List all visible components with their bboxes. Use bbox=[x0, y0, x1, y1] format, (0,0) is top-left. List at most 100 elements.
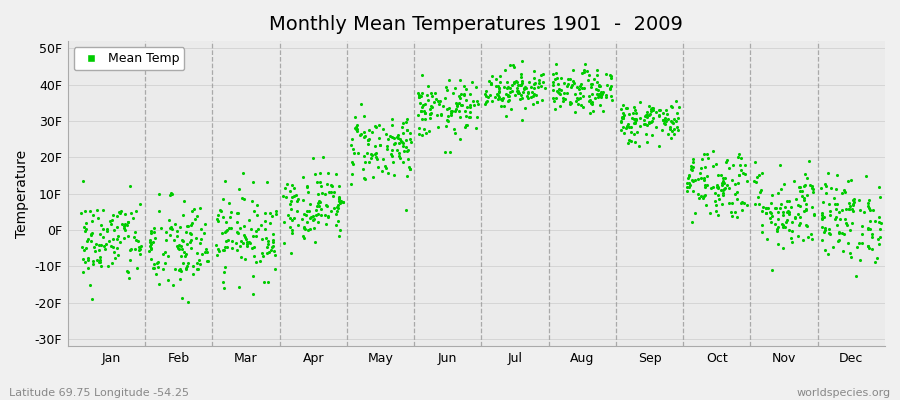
Point bbox=[501, 93, 516, 99]
Point bbox=[855, 239, 869, 246]
Point bbox=[730, 196, 744, 202]
Point bbox=[173, 224, 187, 230]
Point bbox=[573, 102, 588, 108]
Point bbox=[644, 106, 658, 112]
Point bbox=[633, 114, 647, 121]
Point bbox=[545, 94, 560, 101]
Point bbox=[256, 252, 270, 259]
Point bbox=[399, 144, 413, 150]
Point bbox=[771, 208, 786, 215]
Point bbox=[460, 104, 474, 110]
Point bbox=[122, 182, 137, 189]
Point bbox=[822, 201, 836, 208]
Point bbox=[150, 263, 165, 270]
Point bbox=[537, 85, 552, 91]
Point bbox=[170, 232, 184, 239]
Point bbox=[574, 81, 589, 87]
Point bbox=[94, 262, 108, 269]
Title: Monthly Mean Temperatures 1901  -  2009: Monthly Mean Temperatures 1901 - 2009 bbox=[269, 15, 683, 34]
Point bbox=[154, 225, 168, 231]
Point bbox=[656, 110, 670, 116]
Point bbox=[847, 196, 861, 202]
Point bbox=[843, 203, 858, 210]
Point bbox=[368, 123, 382, 129]
Point bbox=[297, 224, 311, 231]
Point bbox=[716, 186, 731, 192]
Point bbox=[506, 62, 520, 68]
Point bbox=[284, 217, 299, 224]
Point bbox=[415, 90, 429, 96]
Point bbox=[836, 248, 850, 254]
Point bbox=[294, 216, 309, 222]
Point bbox=[290, 198, 304, 204]
Point bbox=[453, 95, 467, 101]
Point bbox=[179, 266, 194, 272]
Point bbox=[108, 255, 122, 261]
Point bbox=[646, 104, 661, 111]
Point bbox=[121, 219, 135, 225]
Point bbox=[616, 115, 630, 121]
Point bbox=[851, 197, 866, 203]
Point bbox=[230, 229, 244, 235]
Point bbox=[515, 80, 529, 86]
Point bbox=[399, 137, 413, 144]
Point bbox=[318, 191, 332, 197]
Point bbox=[385, 134, 400, 140]
Point bbox=[418, 110, 433, 116]
Point bbox=[554, 75, 568, 81]
Point bbox=[284, 201, 298, 208]
Point bbox=[463, 91, 477, 97]
Point bbox=[845, 208, 859, 215]
Point bbox=[285, 227, 300, 234]
Point bbox=[463, 102, 477, 108]
Point bbox=[790, 233, 805, 240]
Point bbox=[682, 172, 697, 178]
Point bbox=[670, 124, 684, 130]
Point bbox=[237, 223, 251, 229]
Point bbox=[422, 115, 436, 121]
Point bbox=[553, 91, 567, 98]
Point bbox=[652, 142, 666, 149]
Point bbox=[403, 138, 418, 145]
Point bbox=[821, 170, 835, 177]
Point bbox=[838, 216, 852, 222]
Point bbox=[516, 89, 530, 96]
Point bbox=[252, 257, 266, 264]
Point bbox=[770, 226, 784, 232]
Point bbox=[400, 173, 415, 180]
Point bbox=[604, 93, 618, 99]
Point bbox=[179, 229, 194, 236]
Point bbox=[620, 122, 634, 129]
Point bbox=[364, 129, 379, 135]
Point bbox=[121, 233, 135, 239]
Point bbox=[872, 214, 886, 220]
Point bbox=[799, 206, 814, 212]
Point bbox=[364, 152, 379, 158]
Point bbox=[260, 244, 274, 251]
Point bbox=[190, 266, 204, 272]
Point bbox=[799, 222, 814, 228]
Point bbox=[300, 184, 314, 190]
Point bbox=[430, 124, 445, 130]
Point bbox=[700, 182, 715, 188]
Point bbox=[491, 83, 505, 90]
Point bbox=[685, 219, 699, 225]
Point bbox=[216, 214, 230, 220]
Point bbox=[796, 183, 811, 189]
Point bbox=[765, 267, 779, 273]
Point bbox=[847, 199, 861, 205]
Point bbox=[508, 78, 523, 84]
Point bbox=[151, 208, 166, 214]
Point bbox=[694, 193, 708, 199]
Point bbox=[795, 188, 809, 194]
Point bbox=[568, 109, 582, 116]
Point bbox=[664, 118, 679, 124]
Point bbox=[373, 142, 387, 148]
Point bbox=[622, 136, 636, 143]
Point bbox=[210, 252, 224, 258]
Point bbox=[642, 118, 656, 125]
Point bbox=[781, 208, 796, 215]
Point bbox=[412, 92, 427, 98]
Point bbox=[584, 100, 598, 106]
Point bbox=[316, 154, 330, 160]
